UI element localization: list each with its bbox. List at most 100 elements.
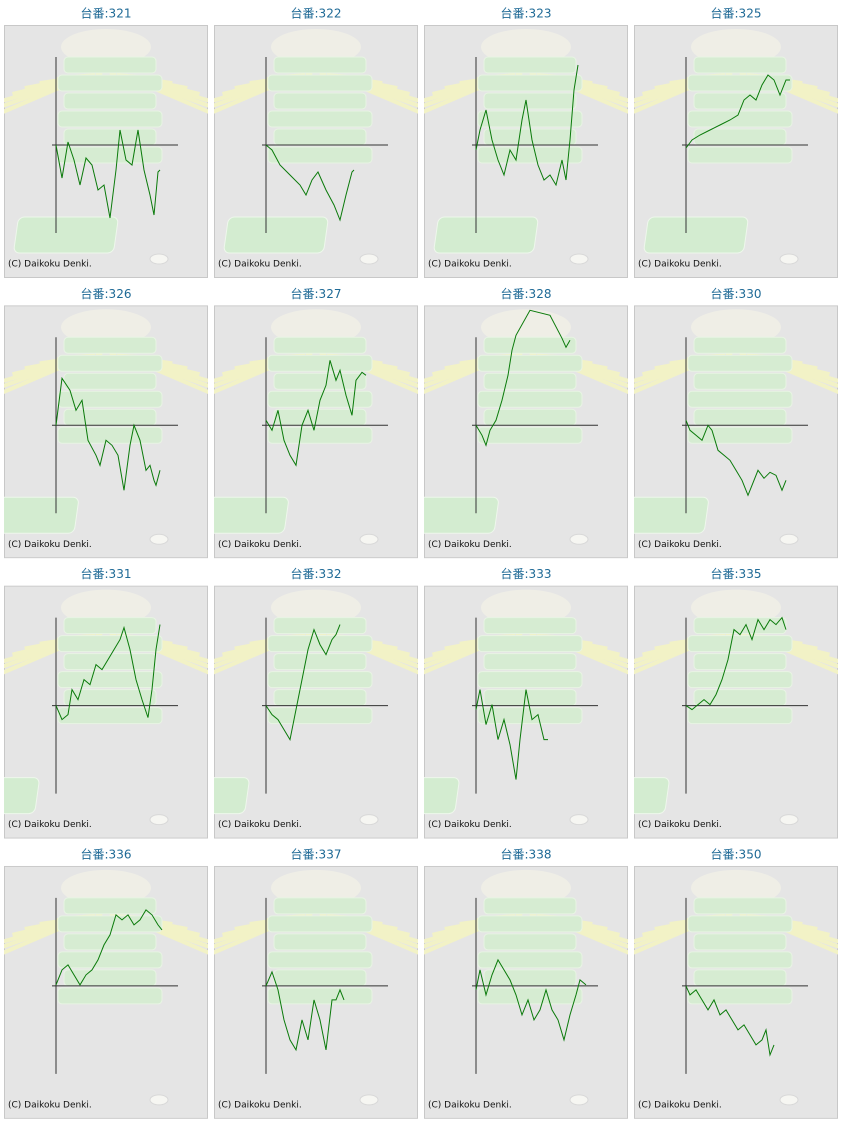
chart-title: 台番:331 bbox=[81, 566, 132, 581]
decor-block bbox=[273, 617, 367, 635]
data-line bbox=[55, 129, 161, 219]
decor-block bbox=[687, 390, 793, 408]
decor-top bbox=[481, 869, 571, 906]
decor-ray bbox=[424, 924, 487, 955]
data-line bbox=[475, 64, 579, 187]
chart: (C) Daikoku Denki. bbox=[214, 865, 418, 1119]
decor-ray bbox=[634, 363, 697, 395]
decor-block bbox=[57, 390, 163, 408]
decor-tray bbox=[433, 216, 539, 254]
decor-coin bbox=[149, 814, 169, 826]
decor-block bbox=[57, 951, 163, 969]
decor-block bbox=[267, 951, 373, 969]
decor-block bbox=[267, 110, 373, 128]
chart-title: 台番:322 bbox=[291, 6, 342, 21]
decor-block bbox=[57, 671, 163, 689]
decor-top bbox=[481, 29, 571, 65]
data-line bbox=[265, 144, 355, 222]
decor-block bbox=[267, 671, 373, 689]
decor-block bbox=[57, 146, 163, 164]
chart-title: 台番:338 bbox=[501, 846, 552, 861]
decor-ray bbox=[424, 643, 487, 675]
decor-block bbox=[687, 74, 793, 92]
chart-title: 台番:335 bbox=[711, 566, 762, 581]
decor-block bbox=[63, 969, 157, 987]
chart: (C) Daikoku Denki. bbox=[4, 25, 208, 278]
decor-coin bbox=[569, 533, 589, 545]
decor-tray bbox=[214, 777, 250, 815]
chart-title: 台番:333 bbox=[501, 566, 552, 581]
decor-block bbox=[267, 74, 373, 92]
decor-block bbox=[63, 897, 157, 915]
decor-block bbox=[693, 92, 787, 110]
decor-top bbox=[61, 869, 151, 906]
copyright: (C) Daikoku Denki. bbox=[218, 540, 302, 550]
decor-ray bbox=[634, 924, 697, 955]
chart: (C) Daikoku Denki. bbox=[634, 25, 838, 278]
decor-top bbox=[271, 29, 361, 65]
data-line bbox=[265, 624, 341, 741]
chart: (C) Daikoku Denki. bbox=[634, 865, 838, 1119]
decor-block bbox=[687, 951, 793, 969]
decor-block bbox=[63, 372, 157, 390]
copyright: (C) Daikoku Denki. bbox=[218, 260, 302, 270]
decor-block bbox=[483, 897, 577, 915]
decor-block bbox=[483, 92, 577, 110]
decor-coin bbox=[779, 814, 799, 826]
decor-block bbox=[273, 969, 367, 987]
decor-coin bbox=[569, 814, 589, 826]
copyright: (C) Daikoku Denki. bbox=[428, 540, 512, 550]
decor-block bbox=[273, 372, 367, 390]
decor-block bbox=[693, 897, 787, 915]
decor-block bbox=[483, 128, 577, 146]
data-line bbox=[685, 985, 775, 1057]
copyright: (C) Daikoku Denki. bbox=[638, 1100, 722, 1110]
decor-top bbox=[61, 29, 151, 65]
decor-block bbox=[477, 74, 583, 92]
chart: (C) Daikoku Denki. bbox=[424, 585, 628, 839]
copyright: (C) Daikoku Denki. bbox=[428, 1100, 512, 1110]
decor-coin bbox=[779, 253, 799, 265]
decor-block bbox=[693, 56, 787, 74]
data-line bbox=[475, 309, 571, 447]
decor-block bbox=[63, 92, 157, 110]
decor-top bbox=[271, 589, 361, 626]
decor-block bbox=[693, 933, 787, 951]
chart-title: 台番:332 bbox=[291, 566, 342, 581]
decor-block bbox=[273, 689, 367, 707]
decor-block bbox=[477, 915, 583, 933]
chart: (C) Daikoku Denki. bbox=[634, 585, 838, 839]
decor-block bbox=[477, 354, 583, 372]
copyright: (C) Daikoku Denki. bbox=[8, 260, 92, 270]
decor-block bbox=[693, 372, 787, 390]
decor-block bbox=[483, 408, 577, 426]
decor-block bbox=[477, 671, 583, 689]
copyright: (C) Daikoku Denki. bbox=[428, 820, 512, 830]
decor-block bbox=[483, 372, 577, 390]
decor-tray bbox=[4, 777, 40, 815]
decor-tray bbox=[13, 216, 119, 254]
decor-block bbox=[63, 336, 157, 354]
chart-title: 台番:325 bbox=[711, 6, 762, 21]
decor-block bbox=[273, 897, 367, 915]
chart: (C) Daikoku Denki. bbox=[4, 585, 208, 839]
decor-coin bbox=[569, 1094, 589, 1106]
chart: (C) Daikoku Denki. bbox=[424, 305, 628, 559]
chart: (C) Daikoku Denki. bbox=[424, 25, 628, 278]
decor-coin bbox=[149, 1094, 169, 1106]
chart: (C) Daikoku Denki. bbox=[424, 865, 628, 1119]
chart-title: 台番:350 bbox=[711, 846, 762, 861]
decor-top bbox=[481, 309, 571, 346]
decor-block bbox=[267, 146, 373, 164]
decor-block bbox=[267, 915, 373, 933]
decor-block bbox=[63, 128, 157, 146]
decor-block bbox=[687, 110, 793, 128]
data-line bbox=[475, 958, 587, 1042]
decor-tray bbox=[424, 496, 499, 534]
decor-ray bbox=[4, 643, 67, 675]
chart-title: 台番:327 bbox=[291, 286, 342, 301]
decor-tray bbox=[223, 216, 329, 254]
decor-block bbox=[693, 336, 787, 354]
